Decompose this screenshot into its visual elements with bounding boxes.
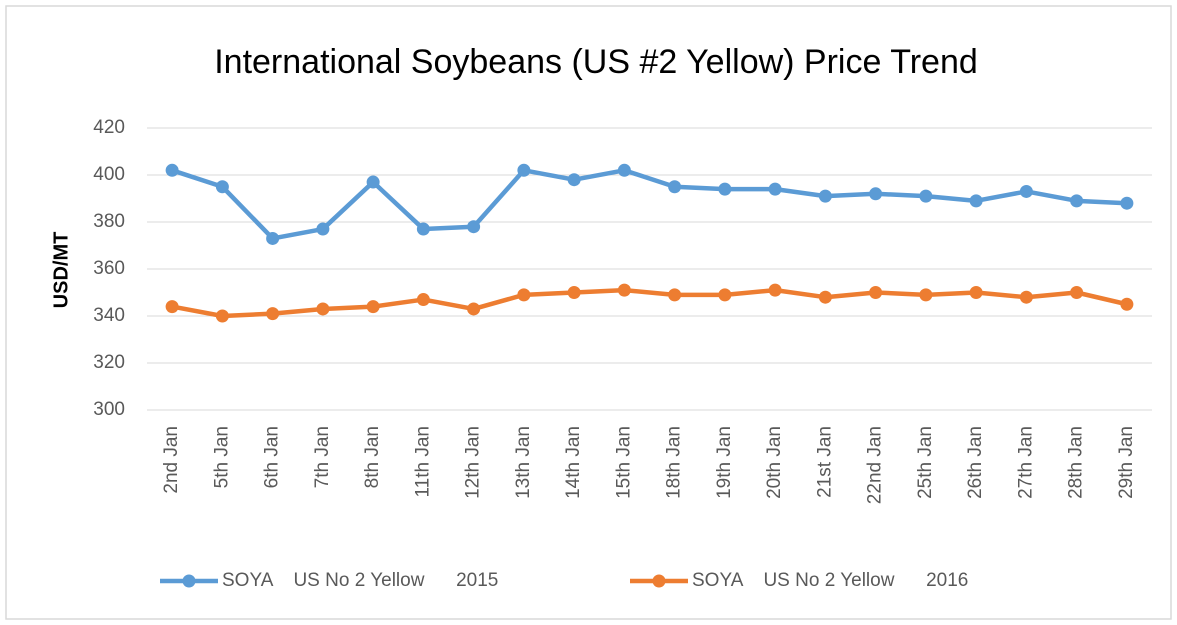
data-point: [215, 309, 229, 323]
data-point: [768, 283, 782, 297]
x-tick-label: 29th Jan: [1116, 426, 1137, 499]
data-point: [316, 222, 330, 236]
series-line: [171, 287, 1128, 319]
data-point: [617, 283, 631, 297]
data-point: [869, 286, 883, 299]
x-tick-label: 20th Jan: [764, 426, 785, 499]
x-tick-label: 11th Jan: [412, 426, 433, 497]
legend-marker: [652, 574, 666, 588]
x-tick-label: 12th Jan: [463, 426, 484, 499]
data-point: [517, 163, 531, 177]
data-point: [818, 189, 832, 203]
x-tick-label: 14th Jan: [563, 426, 584, 499]
x-tick-label: 18th Jan: [664, 426, 685, 499]
data-point: [1019, 290, 1033, 304]
data-point: [617, 163, 631, 177]
y-tick-label: 420: [93, 117, 125, 138]
data-point: [517, 288, 531, 302]
x-tick-label: 6th Jan: [262, 426, 283, 488]
data-point: [1120, 196, 1134, 210]
y-tick-label: 360: [93, 258, 125, 279]
data-point: [266, 307, 280, 321]
data-point: [316, 302, 330, 316]
data-point: [969, 194, 983, 208]
x-tick-label: 22nd Jan: [865, 426, 886, 504]
y-axis-label: USD/MT: [50, 232, 72, 309]
data-point: [366, 175, 380, 189]
x-tick-label: 7th Jan: [312, 426, 333, 488]
y-tick-label: 380: [93, 211, 125, 232]
data-point: [165, 300, 179, 314]
data-point: [366, 300, 380, 314]
x-tick-label: 28th Jan: [1066, 426, 1087, 499]
legend-marker: [182, 574, 196, 588]
data-point: [969, 286, 983, 299]
data-point: [165, 163, 179, 177]
series-line: [171, 168, 1127, 241]
x-tick-label: 26th Jan: [965, 426, 986, 499]
chart-title: International Soybeans (US #2 Yellow) Pr…: [214, 43, 978, 81]
y-tick-label: 400: [93, 164, 125, 185]
x-tick-label: 15th Jan: [613, 426, 634, 499]
data-point: [919, 189, 933, 203]
x-tick-label: 21st Jan: [814, 426, 835, 498]
legend-label: SOYA US No 2 Yellow 2015: [222, 570, 498, 591]
data-point: [1070, 286, 1084, 299]
chart-frame: [5, 5, 1172, 620]
data-point: [467, 302, 481, 316]
data-point: [768, 182, 782, 196]
y-tick-label: 340: [93, 305, 125, 326]
y-tick-label: 320: [93, 352, 125, 373]
data-point: [467, 220, 481, 234]
data-point: [567, 173, 581, 187]
data-point: [416, 293, 430, 307]
data-point: [869, 187, 883, 201]
data-point: [668, 180, 682, 194]
data-point: [1070, 194, 1084, 208]
data-point: [567, 286, 581, 299]
x-tick-label: 8th Jan: [362, 426, 383, 488]
data-point: [1019, 184, 1033, 198]
data-point: [818, 290, 832, 304]
data-point: [718, 182, 732, 196]
data-point: [668, 288, 682, 302]
x-tick-label: 27th Jan: [1015, 426, 1036, 499]
legend-label: SOYA US No 2 Yellow 2016: [692, 570, 968, 591]
y-tick-label: 300: [93, 399, 125, 420]
x-tick-label: 13th Jan: [513, 426, 534, 499]
x-tick-label: 5th Jan: [211, 426, 232, 488]
x-tick-label: 2nd Jan: [161, 426, 182, 494]
data-point: [416, 222, 430, 236]
data-point: [718, 288, 732, 302]
x-tick-label: 19th Jan: [714, 426, 735, 499]
data-point: [215, 180, 229, 194]
x-tick-label: 25th Jan: [915, 426, 936, 499]
data-point: [1120, 297, 1134, 311]
data-point: [919, 288, 933, 302]
data-point: [266, 231, 280, 245]
